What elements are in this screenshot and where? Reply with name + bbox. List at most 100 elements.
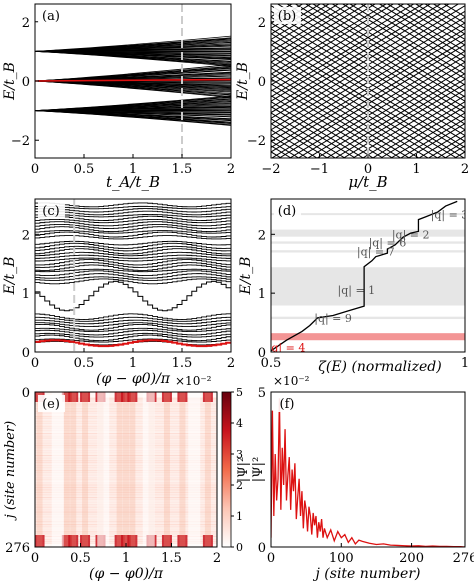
panel-c-label: (c) <box>42 204 59 219</box>
staircase-line <box>271 200 458 352</box>
panel-e-xlabel: (φ − φ0)/π <box>89 566 164 582</box>
panel-f-xtick-label: 100 <box>329 551 354 566</box>
heatmap-row <box>35 468 217 470</box>
gap-label: |q| = 3 <box>431 208 469 222</box>
heatmap-row <box>35 458 217 460</box>
heatmap-row <box>35 473 217 475</box>
panel-f-label: (f) <box>280 397 295 412</box>
panel-f: 0 100 200 276 0 5 (f) |Ψ|² j (site number) ×10⁻² <box>251 374 474 582</box>
panel-b-ytick-label: 2 <box>258 16 266 31</box>
diag-line <box>331 4 465 86</box>
gap-band <box>271 316 465 320</box>
panel-a-plot <box>35 4 231 158</box>
panel-c-xtick-label: 1.5 <box>172 356 193 371</box>
heatmap-row <box>35 508 217 511</box>
heatmap-row <box>35 429 217 431</box>
panel-d-xtick-label: 1 <box>461 356 469 371</box>
diag-line <box>271 4 350 52</box>
diag-line <box>378 4 465 57</box>
heatmap-edge-top <box>80 392 91 402</box>
band-step-line <box>35 230 231 234</box>
panel-f-ytick-label: 5 <box>258 386 266 401</box>
heatmap-edge-bottom <box>68 535 79 547</box>
panel-e-label-bg <box>38 395 65 412</box>
colorbar-tick-label: 5 <box>236 386 243 399</box>
band-step-line <box>35 251 231 257</box>
heatmap-column <box>36 392 43 547</box>
band-step-line <box>35 262 231 268</box>
band-step-line <box>35 327 231 332</box>
panel-a-label-bg <box>38 7 65 24</box>
heatmap-row <box>35 441 217 443</box>
band-step-line <box>35 221 231 227</box>
panel-d-ytick-label: 2 <box>258 228 266 243</box>
panel-b-xtick-label: 2 <box>461 162 469 177</box>
heatmap-edge-bottom <box>35 535 45 547</box>
panel-c-label-bg <box>38 202 65 219</box>
gap-band <box>271 250 465 253</box>
heatmap-row <box>35 412 217 414</box>
band-step-line <box>35 205 231 210</box>
panel-b-ytick-label: −2 <box>247 134 266 149</box>
heatmap-row <box>35 478 217 480</box>
heatmap-row <box>35 483 217 485</box>
heatmap-row <box>35 434 217 436</box>
panel-c-xtick-label: 2 <box>227 356 235 371</box>
diag-line <box>414 4 465 35</box>
panel-a: 0 0.5 1 1.5 2−202 (a)E/t_Bt_A/t_B <box>2 3 235 191</box>
heatmap-row <box>35 461 217 463</box>
band-line <box>35 35 231 52</box>
diag-line <box>271 4 312 29</box>
band-step-line <box>35 210 231 216</box>
band-step-line <box>35 276 231 281</box>
panel-d-label-bg <box>274 202 301 219</box>
heatmap-row <box>35 406 217 408</box>
band-step-line <box>35 264 231 271</box>
panel-e-label: (e) <box>42 397 60 412</box>
heatmap-bg <box>35 392 217 547</box>
band-step-line <box>35 278 231 285</box>
band-step-line <box>35 245 231 252</box>
panel-a-ytick-label: 2 <box>22 16 30 31</box>
diag-line <box>271 4 330 40</box>
diag-line <box>368 4 465 63</box>
heatmap-row <box>35 497 217 499</box>
panel-a-label: (a) <box>42 9 60 24</box>
heatmap-row <box>35 470 217 472</box>
panel-e-xtick-label: 1 <box>122 551 130 566</box>
panel-c-plot <box>35 199 231 352</box>
band-step-line <box>35 223 231 229</box>
colorbar-tick-label: 0 <box>236 541 243 554</box>
heatmap-pale-band <box>97 392 110 547</box>
heatmap-row <box>35 407 217 409</box>
heatmap-column <box>129 392 136 547</box>
colorbar-tick-label: 2 <box>236 479 243 492</box>
heatmap-column <box>82 392 89 547</box>
diag-line <box>396 4 465 46</box>
heatmap-row <box>35 439 217 441</box>
panel-e-ytick-label: 0 <box>22 386 30 401</box>
heatmap-edge-top <box>127 392 138 402</box>
panel-b-ylabel: E/t_B <box>235 62 251 101</box>
heatmap-row <box>35 449 217 452</box>
heatmap-row <box>35 416 217 418</box>
heatmap-row <box>35 532 217 534</box>
panel-b-xtick-label: 1 <box>412 162 420 177</box>
heatmap-row <box>35 513 217 516</box>
heatmap-row <box>35 432 217 435</box>
gap-label: |q| = 4 <box>268 341 306 355</box>
heatmap-row <box>35 431 217 433</box>
panel-d-frame <box>270 198 466 353</box>
gap-label: |q| = 6 <box>369 237 407 251</box>
diag-line <box>271 106 357 158</box>
band-step-line <box>35 215 231 221</box>
heatmap-row <box>35 463 217 465</box>
panel-b-xlabel: μ/t_B <box>348 173 387 191</box>
diag-line <box>271 4 340 46</box>
colorbar-tick-label: 4 <box>236 417 243 430</box>
heatmap-row <box>35 471 217 473</box>
panel-f-xtick-label: 0 <box>267 551 275 566</box>
heatmap-row <box>35 404 217 406</box>
panel-b-xtick-label: −2 <box>261 162 280 177</box>
